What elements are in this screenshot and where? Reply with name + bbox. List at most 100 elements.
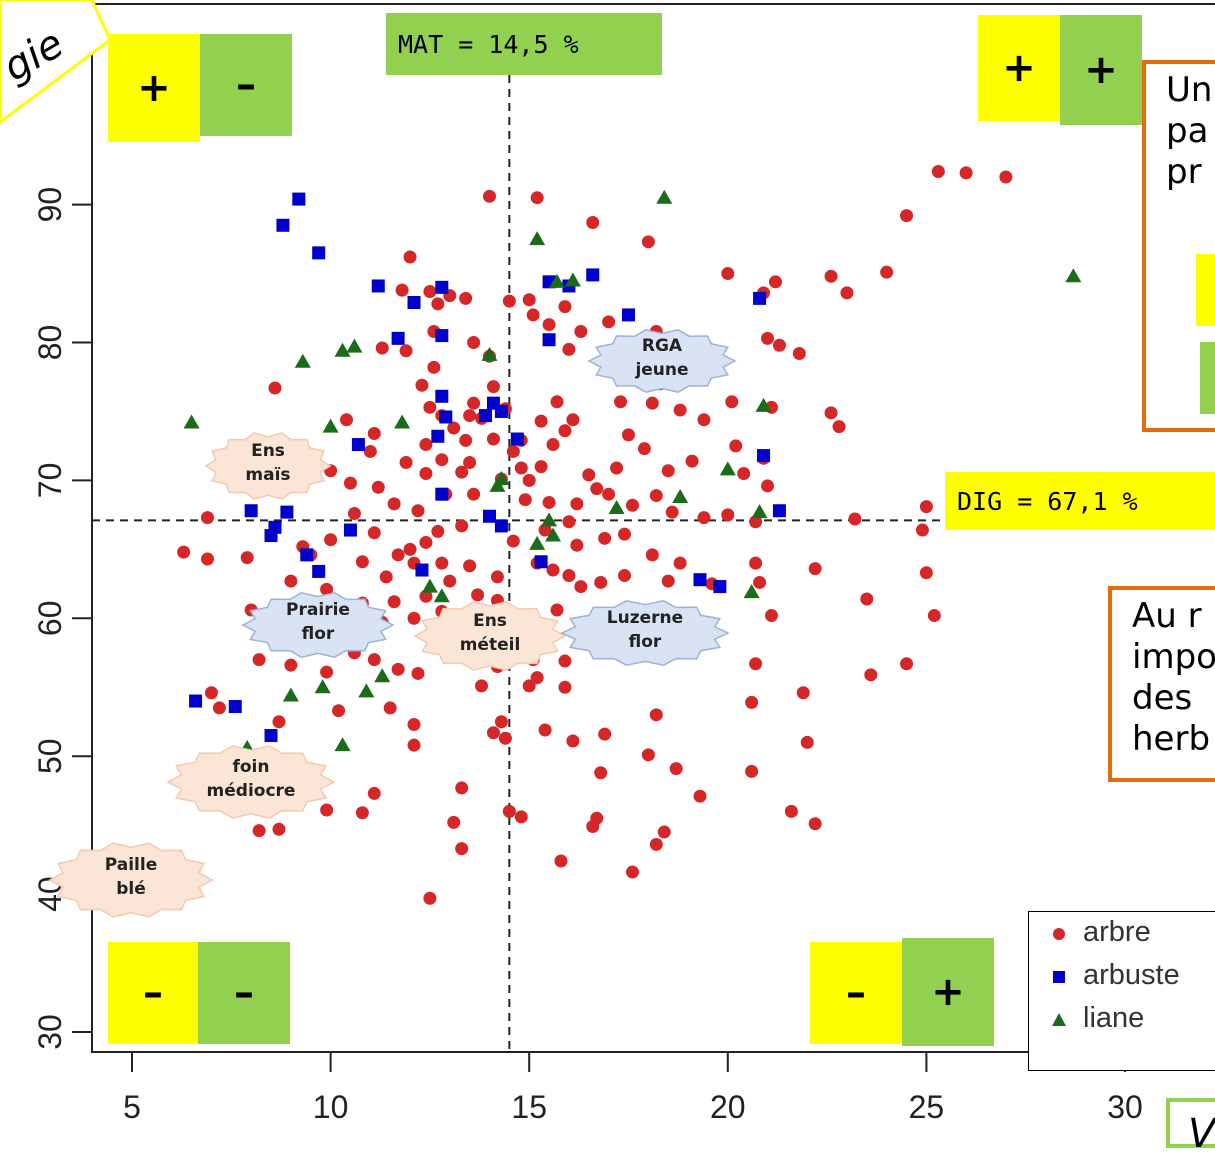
point-arbre — [686, 455, 699, 468]
point-arbre — [566, 413, 579, 426]
point-arbre — [324, 533, 337, 546]
point-arbre — [459, 434, 472, 447]
point-arbre — [356, 806, 369, 819]
x-tick-label: 5 — [123, 1089, 141, 1125]
point-arbre — [646, 548, 659, 561]
point-arbre — [408, 718, 421, 731]
point-arbre — [825, 406, 838, 419]
point-arbre — [582, 468, 595, 481]
point-arbre — [348, 507, 361, 520]
annotation-luzerne-flor: Luzerneflor — [562, 601, 728, 665]
y-tick-label: 90 — [32, 187, 68, 223]
point-liane — [529, 536, 545, 550]
point-arbuste — [392, 332, 405, 345]
point-arbre — [392, 548, 405, 561]
y-tick-label: 60 — [32, 601, 68, 637]
point-arbre — [419, 438, 432, 451]
annotation-text: blé — [116, 879, 146, 899]
point-arbuste — [479, 409, 492, 422]
point-arbre — [650, 489, 663, 502]
point-arbre — [785, 805, 798, 818]
point-arbre — [268, 382, 281, 395]
bottom-right-box: V — [1166, 1098, 1215, 1148]
point-arbre — [435, 453, 448, 466]
point-arbre — [618, 569, 631, 582]
point-arbre — [745, 696, 758, 709]
point-arbre — [411, 667, 424, 680]
point-arbre — [598, 728, 611, 741]
quadrant-tr-dig-sign: + — [978, 15, 1060, 121]
point-arbre — [674, 557, 687, 570]
point-arbre — [833, 420, 846, 433]
point-arbre — [650, 708, 663, 721]
point-arbre — [801, 736, 814, 749]
point-arbre — [396, 284, 409, 297]
point-arbre — [773, 339, 786, 352]
point-arbre — [471, 588, 484, 601]
point-arbre — [662, 464, 675, 477]
point-arbre — [558, 424, 571, 437]
point-arbre — [920, 500, 933, 513]
point-arbre — [475, 679, 488, 692]
point-arbre — [427, 361, 440, 374]
point-arbre — [503, 295, 516, 308]
point-arbuste — [408, 296, 421, 309]
annotation-paille-ble: Pailleblé — [50, 843, 212, 917]
annotation-text: jeune — [634, 360, 688, 380]
point-arbre — [515, 461, 528, 474]
point-arbre — [459, 292, 472, 305]
quadrant-br-dig-sign: – — [810, 942, 902, 1044]
point-arbre — [932, 165, 945, 178]
point-arbre — [523, 474, 536, 487]
point-arbre — [840, 286, 853, 299]
point-arbre — [602, 315, 615, 328]
point-arbre — [928, 609, 941, 622]
annotation-ens-mais: Ens maïs — [206, 433, 330, 499]
point-arbre — [523, 679, 536, 692]
point-arbuste — [773, 504, 786, 517]
point-arbre — [864, 668, 877, 681]
point-arbre — [598, 532, 611, 545]
point-arbuste — [435, 329, 448, 342]
point-arbre — [725, 395, 738, 408]
point-arbre — [364, 445, 377, 458]
point-arbre — [388, 595, 401, 608]
point-arbuste — [757, 449, 770, 462]
point-arbre — [566, 735, 579, 748]
point-arbre — [483, 190, 496, 203]
point-arbre — [411, 504, 424, 517]
point-arbre — [880, 266, 893, 279]
point-arbre — [284, 575, 297, 588]
point-arbre — [400, 344, 413, 357]
point-arbre — [435, 557, 448, 570]
point-arbre — [543, 318, 556, 331]
point-arbuste — [312, 565, 325, 578]
y-tick-label: 50 — [32, 738, 68, 774]
point-arbre — [535, 460, 548, 473]
point-arbre — [423, 892, 436, 905]
point-arbre — [646, 397, 659, 410]
point-arbre — [670, 762, 683, 775]
point-liane — [283, 688, 299, 702]
point-liane — [609, 500, 625, 514]
point-arbre — [697, 511, 710, 524]
point-arbre — [408, 612, 421, 625]
annotation-rga-jeune: RGA jeune — [589, 330, 735, 392]
point-arbre — [753, 576, 766, 589]
annotation-text: maïs — [245, 465, 290, 485]
point-arbuste — [586, 268, 599, 281]
x-tick-label: 25 — [909, 1089, 945, 1125]
point-arbre — [558, 300, 571, 313]
point-arbre — [848, 513, 861, 526]
point-arbuste — [312, 246, 325, 259]
point-arbre — [320, 803, 333, 816]
point-arbre — [558, 655, 571, 668]
point-arbre — [467, 488, 480, 501]
point-arbre — [570, 497, 583, 510]
point-arbre — [320, 666, 333, 679]
point-arbre — [729, 439, 742, 452]
point-arbre — [177, 546, 190, 559]
point-arbre — [626, 866, 639, 879]
point-arbre — [431, 525, 444, 538]
point-arbre — [602, 488, 615, 501]
